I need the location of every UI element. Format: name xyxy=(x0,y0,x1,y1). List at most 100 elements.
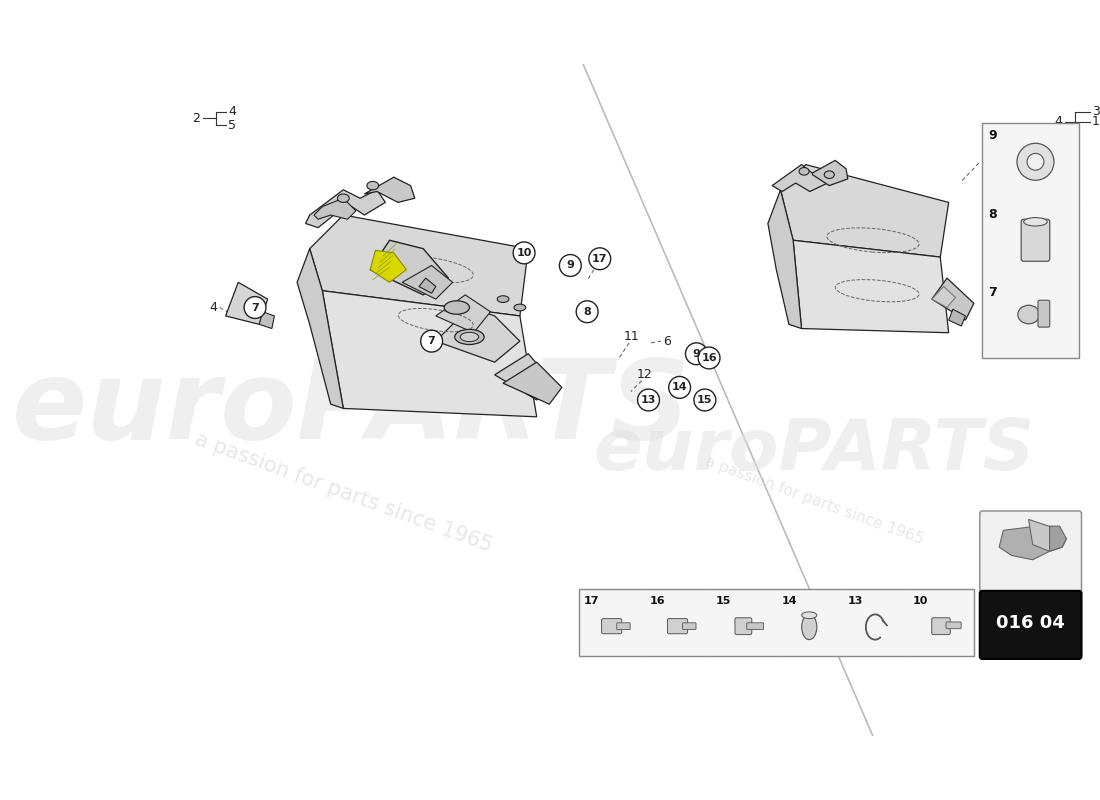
Text: 17: 17 xyxy=(592,254,607,264)
Text: 016 04: 016 04 xyxy=(996,614,1065,632)
Ellipse shape xyxy=(444,301,470,314)
Polygon shape xyxy=(503,362,562,404)
Polygon shape xyxy=(314,198,356,219)
Polygon shape xyxy=(436,307,520,362)
Circle shape xyxy=(576,301,598,322)
Text: 1: 1 xyxy=(982,154,990,167)
Polygon shape xyxy=(793,240,948,333)
Text: 3: 3 xyxy=(373,254,382,268)
Polygon shape xyxy=(932,278,974,320)
Ellipse shape xyxy=(1024,218,1047,226)
Polygon shape xyxy=(495,354,553,400)
Circle shape xyxy=(514,242,535,264)
Polygon shape xyxy=(932,286,956,307)
FancyBboxPatch shape xyxy=(1038,300,1049,327)
FancyBboxPatch shape xyxy=(747,622,763,630)
Ellipse shape xyxy=(367,182,378,190)
FancyBboxPatch shape xyxy=(579,589,974,657)
Ellipse shape xyxy=(497,296,509,302)
Polygon shape xyxy=(999,526,1054,560)
FancyBboxPatch shape xyxy=(668,618,688,634)
Text: 16: 16 xyxy=(650,596,666,606)
Polygon shape xyxy=(364,178,415,202)
Polygon shape xyxy=(436,295,491,333)
Polygon shape xyxy=(1049,526,1066,551)
FancyBboxPatch shape xyxy=(735,618,751,634)
FancyBboxPatch shape xyxy=(602,618,621,634)
Text: 4: 4 xyxy=(228,105,236,118)
Text: 3: 3 xyxy=(1091,105,1100,118)
FancyBboxPatch shape xyxy=(980,591,1081,659)
Circle shape xyxy=(244,297,266,318)
Circle shape xyxy=(694,389,716,411)
FancyBboxPatch shape xyxy=(683,622,696,630)
Text: 14: 14 xyxy=(781,596,798,606)
Circle shape xyxy=(685,343,707,365)
Text: 8: 8 xyxy=(583,306,591,317)
Text: 7: 7 xyxy=(988,286,997,299)
Text: 2: 2 xyxy=(192,112,200,125)
Polygon shape xyxy=(772,165,830,191)
Polygon shape xyxy=(419,278,436,294)
FancyBboxPatch shape xyxy=(617,622,630,630)
Text: 15: 15 xyxy=(715,596,730,606)
Text: 4: 4 xyxy=(1054,115,1063,128)
Text: 11: 11 xyxy=(624,330,639,343)
Text: a passion for parts since 1965: a passion for parts since 1965 xyxy=(191,429,495,556)
Text: 9: 9 xyxy=(693,349,701,358)
Polygon shape xyxy=(403,266,452,299)
Text: 15: 15 xyxy=(697,395,713,405)
Polygon shape xyxy=(226,282,267,324)
Polygon shape xyxy=(322,290,537,417)
Text: 10: 10 xyxy=(516,248,531,258)
Ellipse shape xyxy=(338,194,349,202)
Polygon shape xyxy=(260,312,274,329)
Text: 16: 16 xyxy=(701,353,717,363)
Text: 8: 8 xyxy=(988,208,997,221)
Text: 5: 5 xyxy=(348,217,355,230)
Circle shape xyxy=(588,248,610,270)
Polygon shape xyxy=(306,190,385,228)
Text: 7: 7 xyxy=(251,302,258,313)
Circle shape xyxy=(420,330,442,352)
Ellipse shape xyxy=(824,171,834,178)
Text: 12: 12 xyxy=(637,368,652,382)
Ellipse shape xyxy=(454,330,484,345)
Ellipse shape xyxy=(1027,154,1044,170)
Text: 6: 6 xyxy=(516,263,524,276)
Text: 5: 5 xyxy=(1054,125,1063,138)
Ellipse shape xyxy=(802,612,817,618)
Ellipse shape xyxy=(514,304,526,311)
Polygon shape xyxy=(297,249,343,409)
Text: 4: 4 xyxy=(209,301,217,314)
FancyBboxPatch shape xyxy=(932,618,950,634)
FancyBboxPatch shape xyxy=(982,122,1079,358)
Polygon shape xyxy=(371,240,449,295)
Text: euroPARTS: euroPARTS xyxy=(12,355,692,462)
Polygon shape xyxy=(948,309,966,326)
Text: 10: 10 xyxy=(913,596,928,606)
Text: 7: 7 xyxy=(428,336,436,346)
Text: 14: 14 xyxy=(672,382,688,392)
Text: 13: 13 xyxy=(641,395,657,405)
Polygon shape xyxy=(371,250,406,282)
Ellipse shape xyxy=(802,614,817,640)
Text: 1: 1 xyxy=(1091,115,1100,128)
Ellipse shape xyxy=(1018,306,1040,324)
Circle shape xyxy=(669,377,691,398)
Text: euroPARTS: euroPARTS xyxy=(593,416,1035,485)
Text: 9: 9 xyxy=(566,261,574,270)
Text: 6: 6 xyxy=(663,334,671,348)
Text: a passion for parts since 1965: a passion for parts since 1965 xyxy=(703,454,925,547)
FancyBboxPatch shape xyxy=(1021,219,1049,262)
Polygon shape xyxy=(781,165,948,257)
Circle shape xyxy=(698,347,720,369)
Polygon shape xyxy=(310,215,528,316)
FancyBboxPatch shape xyxy=(980,511,1081,592)
Polygon shape xyxy=(768,190,802,329)
Ellipse shape xyxy=(460,332,478,342)
Circle shape xyxy=(638,389,659,411)
Text: 5: 5 xyxy=(228,118,236,131)
Text: 9: 9 xyxy=(988,130,997,142)
Circle shape xyxy=(560,254,581,277)
